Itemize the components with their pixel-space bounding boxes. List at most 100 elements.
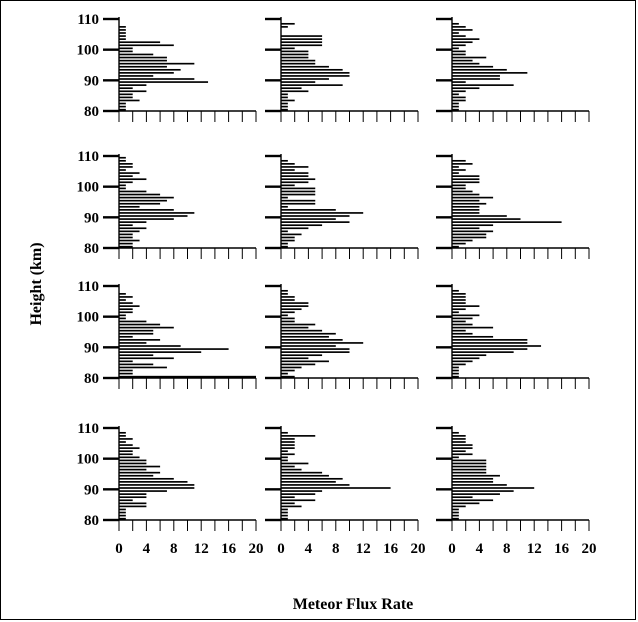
bar	[452, 166, 459, 168]
y-tick-label: 100	[77, 310, 100, 326]
bar	[119, 342, 147, 344]
bar	[119, 296, 133, 298]
bar	[119, 84, 147, 86]
bar	[119, 72, 174, 74]
bar	[119, 172, 140, 174]
panel-r0-c0: 80 90 100 110	[77, 12, 257, 122]
bar	[119, 68, 181, 71]
bar	[281, 166, 309, 168]
bar	[281, 477, 343, 480]
bar	[281, 431, 288, 434]
panel-r1-c0: 80 90 100 110	[77, 149, 257, 259]
bar	[119, 212, 195, 214]
y-tick-label: 100	[77, 452, 100, 468]
bar	[281, 438, 295, 440]
bar	[281, 441, 295, 443]
bar	[281, 289, 288, 292]
bar	[281, 72, 350, 74]
bar	[452, 181, 480, 184]
bar	[119, 453, 133, 456]
bar	[119, 314, 126, 317]
bar	[281, 505, 302, 508]
bar	[452, 496, 473, 499]
bar	[281, 487, 391, 489]
x-tick-label: 20	[582, 541, 597, 557]
bar	[119, 59, 167, 62]
bar	[119, 196, 174, 199]
bar	[281, 215, 350, 217]
bar	[452, 227, 480, 230]
bar	[281, 296, 295, 298]
bar	[119, 159, 126, 162]
bar	[452, 490, 514, 492]
bar	[452, 233, 487, 236]
bar	[119, 484, 195, 486]
bar	[452, 96, 466, 99]
bar	[119, 78, 195, 80]
bar	[452, 90, 466, 93]
bar	[281, 490, 323, 492]
bar	[281, 84, 343, 86]
y-tick-label: 110	[77, 279, 99, 295]
panel-r1-c1	[265, 154, 419, 259]
x-tick-label: 20	[249, 541, 264, 557]
bar	[452, 209, 480, 211]
bar	[281, 163, 295, 165]
bar	[281, 305, 309, 307]
bar	[119, 444, 133, 446]
bar	[452, 456, 459, 459]
bar	[119, 239, 140, 242]
bar	[281, 465, 295, 468]
bar	[281, 508, 288, 511]
bar	[452, 202, 487, 205]
bar	[281, 514, 288, 517]
bar	[119, 450, 133, 453]
bar	[119, 375, 256, 378]
bar	[119, 221, 147, 223]
bar	[119, 357, 174, 360]
x-tick-label: 16	[221, 541, 237, 557]
bar	[281, 87, 302, 90]
bar	[281, 329, 323, 332]
bar	[281, 474, 329, 477]
bar	[452, 481, 494, 483]
bar	[452, 102, 459, 105]
bar	[452, 293, 466, 295]
y-tick-label: 110	[77, 421, 99, 437]
bar	[119, 209, 174, 211]
bar	[452, 441, 466, 443]
bar	[119, 236, 133, 239]
bar	[281, 105, 288, 108]
y-tick-label: 90	[84, 340, 99, 356]
bar	[281, 293, 288, 295]
x-tick-label: 12	[194, 541, 209, 557]
bar	[119, 202, 161, 205]
bar	[281, 450, 288, 453]
x-tick-label: 4	[305, 541, 313, 557]
bar	[452, 190, 473, 193]
bar	[452, 484, 507, 486]
bar	[119, 156, 126, 159]
bar	[281, 187, 316, 190]
bar	[452, 320, 466, 323]
bar	[281, 53, 309, 56]
bar	[452, 447, 473, 449]
bar	[281, 366, 302, 369]
bar	[281, 38, 323, 40]
bar	[452, 372, 459, 375]
bar	[119, 339, 161, 341]
bar	[281, 339, 343, 341]
bar	[452, 499, 494, 502]
bar	[281, 227, 309, 230]
bar	[452, 302, 466, 304]
bar	[119, 508, 126, 511]
bar	[119, 181, 133, 184]
bar	[452, 187, 466, 190]
bar	[281, 459, 288, 462]
bar	[119, 348, 229, 350]
x-tick-label: 20	[411, 541, 426, 557]
bar	[119, 490, 167, 492]
bar	[452, 230, 494, 233]
bar	[281, 335, 329, 338]
